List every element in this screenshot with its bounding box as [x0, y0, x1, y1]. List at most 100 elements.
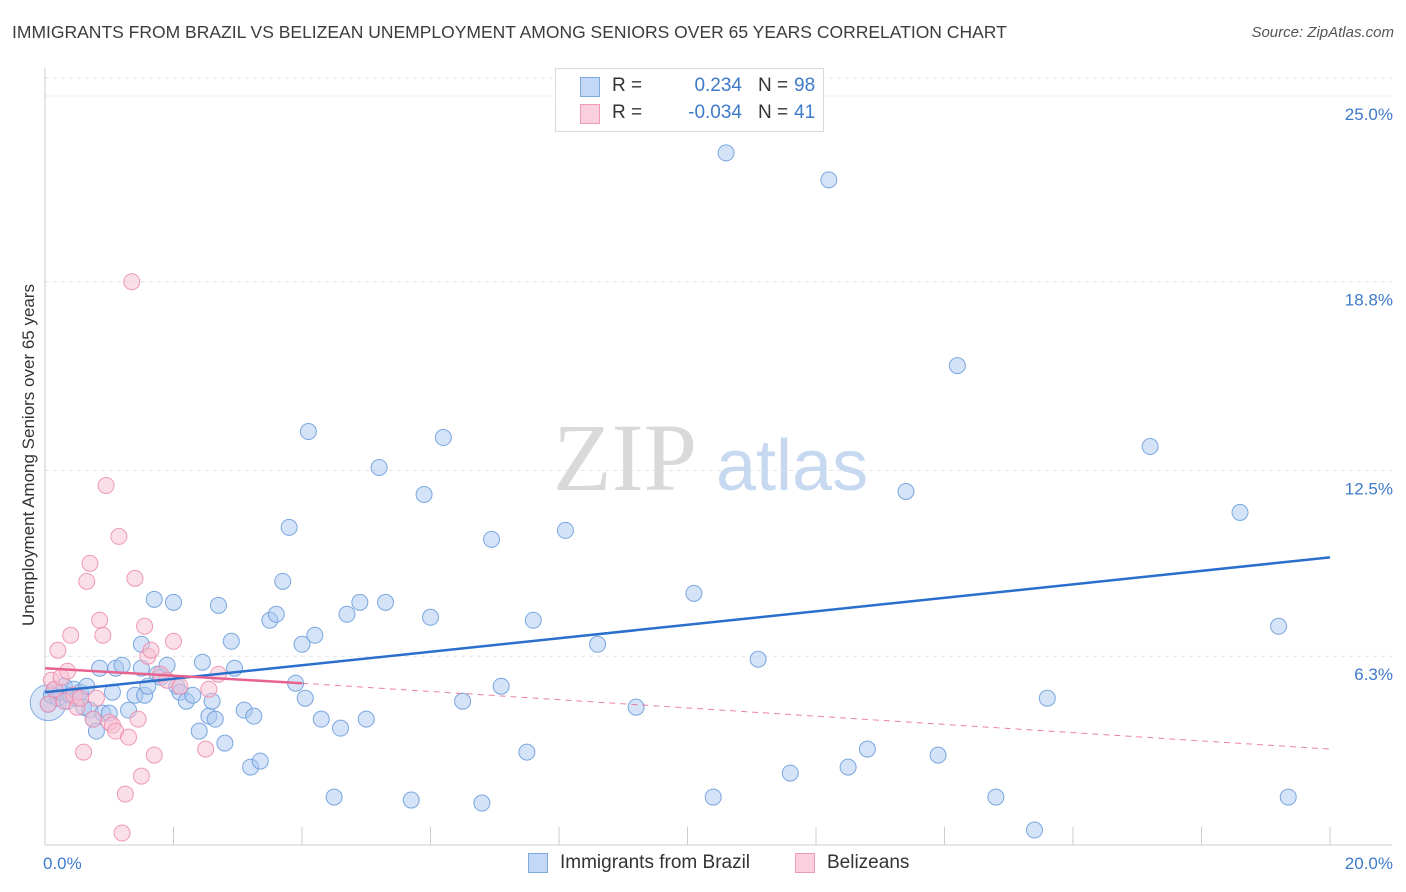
data-point-belizean: [197, 740, 215, 758]
data-point-brazil: [251, 752, 269, 770]
data-point-brazil: [306, 626, 324, 644]
legend-r-label: R =: [612, 102, 643, 123]
data-point-brazil: [377, 593, 395, 611]
data-point-belizean: [97, 476, 115, 494]
data-point-brazil: [370, 458, 388, 476]
data-point-brazil: [473, 794, 491, 812]
data-point-brazil: [1025, 821, 1043, 839]
data-point-brazil: [267, 605, 285, 623]
data-point-belizean: [129, 710, 147, 728]
data-point-brazil: [402, 791, 420, 809]
data-point-brazil: [184, 686, 202, 704]
data-point-belizean: [200, 680, 218, 698]
data-point-belizean: [91, 611, 109, 629]
y-tick-label: 12.5%: [1345, 479, 1393, 498]
data-point-belizean: [84, 710, 102, 728]
trend-line-belizean-extension: [301, 682, 1331, 750]
data-point-belizean: [113, 824, 131, 842]
data-point-belizean: [71, 689, 89, 707]
data-point-belizean: [171, 677, 189, 695]
data-point-belizean: [81, 554, 99, 572]
data-point-belizean: [49, 641, 67, 659]
legend-n-label: N =: [758, 102, 789, 123]
data-point-brazil: [245, 707, 263, 725]
data-points: [29, 144, 1297, 842]
legend-swatch-pink: [580, 104, 600, 124]
data-point-brazil: [518, 743, 536, 761]
y-axis-label: Unemployment Among Seniors over 65 years: [19, 283, 38, 627]
data-point-brazil: [216, 734, 234, 752]
legend-r-label: R =: [612, 75, 643, 96]
data-point-brazil: [556, 521, 574, 539]
bottom-legend-label: Belizeans: [827, 852, 910, 873]
data-point-brazil: [293, 635, 311, 653]
data-point-brazil: [492, 677, 510, 695]
data-point-belizean: [142, 641, 160, 659]
data-point-brazil: [749, 650, 767, 668]
x-tick-label: 0.0%: [43, 854, 82, 873]
data-point-belizean: [78, 572, 96, 590]
data-point-brazil: [897, 482, 915, 500]
data-point-brazil: [332, 719, 350, 737]
data-point-brazil: [338, 605, 356, 623]
data-point-brazil: [685, 584, 703, 602]
data-point-brazil: [206, 710, 224, 728]
data-point-belizean: [116, 785, 134, 803]
legend-swatch-blue: [580, 77, 600, 97]
y-tick-label: 6.3%: [1354, 665, 1393, 684]
data-point-brazil: [165, 593, 182, 611]
source-label: Source: ZipAtlas.com: [1251, 24, 1394, 41]
data-point-brazil: [589, 635, 607, 653]
data-point-belizean: [136, 617, 154, 635]
trend-line-brazil: [44, 556, 1331, 694]
bottom-legend-swatch-pink: [795, 853, 815, 873]
data-point-brazil: [454, 692, 472, 710]
watermark-atlas: atlas: [716, 426, 868, 506]
data-point-brazil: [627, 698, 645, 716]
data-point-brazil: [299, 423, 317, 441]
data-point-belizean: [94, 626, 112, 644]
data-point-brazil: [717, 144, 735, 162]
data-point-brazil: [839, 758, 857, 776]
data-point-belizean: [126, 569, 144, 587]
legend-n-label: N =: [758, 75, 789, 96]
trend-lines: [44, 556, 1331, 750]
data-point-belizean: [120, 728, 138, 746]
data-point-brazil: [1270, 617, 1288, 635]
legend-r-value: 0.234: [694, 75, 742, 96]
data-point-brazil: [781, 764, 799, 782]
data-point-brazil: [483, 530, 501, 548]
data-point-brazil: [325, 788, 343, 806]
data-point-brazil: [422, 608, 439, 626]
bottom-legend-swatch-blue: [528, 853, 548, 873]
data-point-belizean: [145, 746, 163, 764]
data-point-brazil: [274, 572, 292, 590]
data-point-brazil: [312, 710, 330, 728]
data-point-brazil: [820, 171, 838, 189]
y-tick-label: 25.0%: [1345, 105, 1393, 124]
watermark-zip: ZIP: [553, 404, 697, 511]
data-point-belizean: [87, 689, 105, 707]
data-point-brazil: [222, 632, 240, 650]
data-point-brazil: [1038, 689, 1056, 707]
data-point-brazil: [193, 653, 211, 671]
legend-n-value: 41: [794, 102, 816, 123]
watermark: ZIP atlas: [553, 404, 868, 511]
data-point-brazil: [1279, 788, 1297, 806]
data-point-brazil: [209, 596, 227, 614]
data-point-belizean: [110, 527, 128, 545]
tick-labels: 6.3% 12.5% 18.8% 25.0% 0.0% 20.0%: [43, 105, 1393, 873]
data-point-brazil: [113, 656, 131, 674]
data-point-brazil: [91, 659, 109, 677]
axes: [44, 68, 1392, 846]
data-point-brazil: [296, 689, 314, 707]
data-point-brazil: [190, 722, 208, 740]
legend-n-value: 98: [794, 75, 816, 96]
data-point-brazil: [145, 590, 163, 608]
y-tick-label: 18.8%: [1345, 291, 1393, 310]
data-point-brazil: [357, 710, 375, 728]
data-point-brazil: [987, 788, 1005, 806]
bottom-legend-label: Immigrants from Brazil: [560, 852, 751, 873]
data-point-belizean: [75, 743, 93, 761]
data-point-brazil: [415, 485, 433, 503]
